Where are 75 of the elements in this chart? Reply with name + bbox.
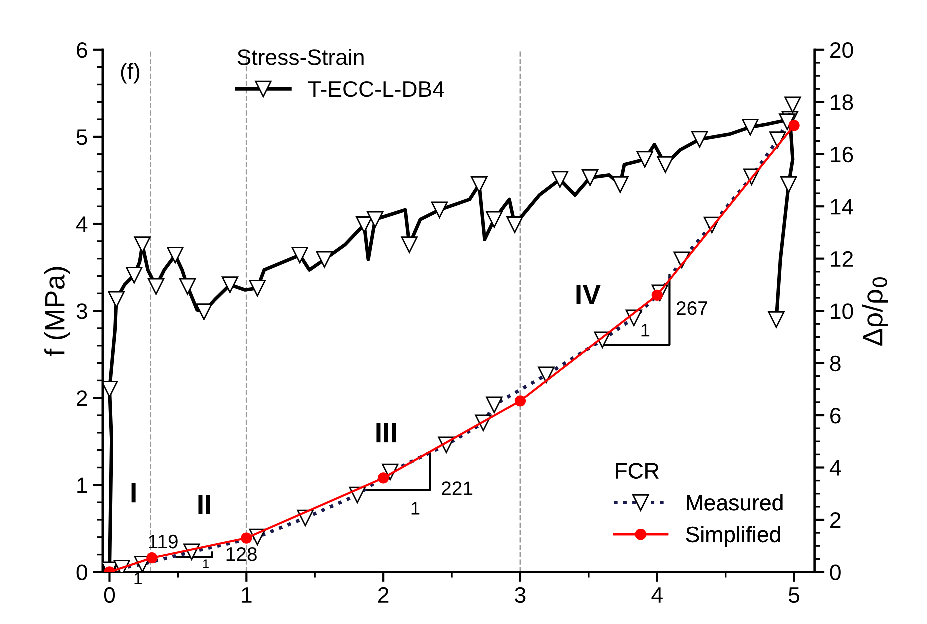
point [552,171,569,188]
point [148,278,165,296]
point [636,151,654,168]
point [431,202,448,218]
y2-tick-label: 16 [831,146,854,163]
y2-tick-label: 14 [831,199,854,215]
text: FCR [616,463,659,479]
x-tick-label: 5 [789,588,800,604]
y-tick-label: 6 [77,42,88,58]
point [788,120,800,132]
x-tick-label: 2 [378,587,389,603]
point [612,176,629,194]
point [249,280,266,297]
point [506,216,524,234]
point [356,216,373,234]
annotation: 267 [676,301,708,316]
annotation: IV [576,285,601,304]
y2-tick-label: 12 [831,251,854,267]
point [657,156,674,174]
annotation: 1 [642,324,650,337]
y2-tick-label: 6 [830,408,841,424]
y2-tick-label: 18 [831,94,854,110]
legend-label: T-ECC-L-DB4 [308,81,444,98]
y2-tick-label: 10 [831,304,854,320]
point [486,211,503,228]
y-tick-label: 3 [76,304,88,320]
point [471,176,488,194]
x-tick-label: 4 [652,588,663,603]
x-tick-label: 0 [104,587,116,604]
y-tick-label: 5 [76,130,88,146]
point [378,472,390,484]
y-tick-label: 1 [78,478,88,494]
point [367,211,384,228]
point [241,532,252,544]
y2-tick-label: 4 [830,460,842,476]
point [146,552,158,564]
y-tick-label: 0 [76,564,88,580]
point [292,247,308,264]
y2-tick-label: 2 [830,512,841,528]
text: Stress-Strain [238,49,364,66]
point [222,276,239,294]
y-tick-label: 4 [76,216,88,232]
point [780,176,798,194]
y2-axis-title: Δρ/ρ$_{0}$ [862,278,888,346]
annotation: 1 [412,502,420,515]
annotation: (f) [121,63,140,84]
annotation: 128 [226,547,257,562]
y2-tick-label: 0 [830,564,841,580]
legend-label: Measured [687,494,783,511]
x-tick-label: 3 [515,587,526,604]
annotation: 221 [442,482,473,496]
y2-tick-label: 20 [830,42,854,58]
x-tick-label: 1 [242,588,252,603]
y-tick-label: 2 [77,390,88,406]
annotation: 1 [204,560,209,568]
point [167,247,184,264]
point [316,251,334,268]
annotation: I [132,484,136,503]
legend-label: Simplified [686,526,780,547]
y2-tick-label: 8 [830,356,841,372]
point [179,278,196,296]
annotation: 119 [149,534,178,549]
point [196,304,213,320]
point [691,131,708,148]
annotation: III [376,423,396,443]
point [768,311,785,328]
point [401,236,418,254]
annotation: II [198,494,210,514]
text: 1 [134,572,142,584]
point [102,381,118,398]
y-axis-title: f (MPa) [44,267,70,356]
point [582,170,599,186]
point [126,267,143,284]
point [742,119,759,136]
point [514,396,526,407]
